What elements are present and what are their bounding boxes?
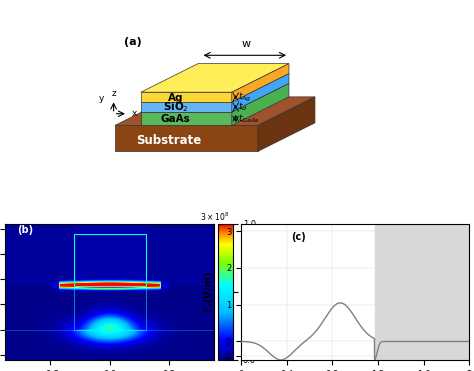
Y-axis label: $E_y$(V/m): $E_y$(V/m) (203, 271, 218, 313)
Text: Substrate: Substrate (137, 134, 202, 147)
Text: Ag: Ag (168, 93, 183, 103)
Polygon shape (141, 112, 232, 125)
Polygon shape (232, 63, 289, 102)
Text: y: y (99, 94, 105, 103)
Polygon shape (232, 83, 289, 125)
Polygon shape (141, 83, 289, 112)
Text: GaAs: GaAs (161, 114, 190, 124)
Bar (73, 286, 146, 329)
Text: (c): (c) (291, 232, 306, 242)
Polygon shape (141, 73, 289, 102)
Bar (73, 234, 146, 286)
Text: $t_d$: $t_d$ (238, 101, 247, 113)
Polygon shape (141, 92, 232, 102)
Text: $t_{Ag}$: $t_{Ag}$ (238, 91, 251, 104)
Text: x: x (132, 109, 137, 118)
Text: w: w (242, 39, 251, 49)
Polygon shape (141, 63, 289, 92)
Polygon shape (232, 73, 289, 112)
Polygon shape (115, 125, 258, 151)
Text: (a): (a) (124, 37, 142, 47)
Text: $t_{GaAs}$: $t_{GaAs}$ (238, 112, 260, 125)
Text: (b): (b) (18, 225, 34, 235)
Polygon shape (258, 97, 315, 151)
Text: $3\times10^8$: $3\times10^8$ (200, 211, 229, 223)
Text: SiO$_2$: SiO$_2$ (163, 101, 188, 114)
Text: z: z (111, 89, 116, 98)
Polygon shape (115, 97, 315, 125)
Polygon shape (141, 102, 232, 112)
Bar (374, 224, 469, 360)
